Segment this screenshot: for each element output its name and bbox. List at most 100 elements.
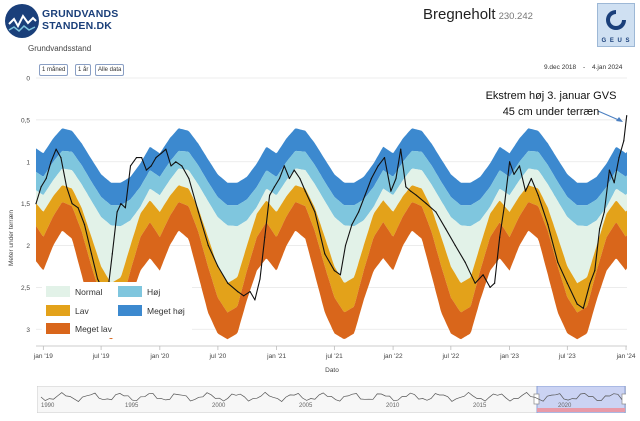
series-point	[582, 307, 584, 309]
y-tick-label: 1	[26, 159, 30, 166]
series-group	[35, 115, 628, 309]
series-point	[217, 265, 219, 267]
series-point	[566, 282, 568, 284]
series-point	[283, 165, 285, 167]
navigator-year-label: 2020	[558, 403, 572, 409]
range-button-1-year[interactable]: 1 år	[75, 64, 92, 76]
legend-swatch-lav	[46, 305, 70, 316]
band-meget-lav	[36, 202, 627, 340]
grundvandsstanden-logo[interactable]: GRUNDVANDS STANDEN.DK	[0, 0, 118, 42]
series-point	[150, 165, 152, 167]
navigator-year-label: 1990	[41, 403, 55, 409]
section-label: Grundvandsstand	[28, 44, 92, 53]
annotation-arrowhead-icon	[616, 117, 623, 122]
x-tick-label: jan '20	[149, 353, 169, 360]
series-point	[111, 253, 113, 255]
series-point	[594, 270, 596, 272]
extreme-annotation: Ekstrem høj 3. januar GVS 45 cm under te…	[476, 88, 626, 120]
y-tick-label: 2,5	[21, 285, 30, 292]
legend-label-lav: Lav	[75, 305, 89, 316]
series-point	[120, 203, 122, 205]
series-point	[557, 261, 559, 263]
series-point	[299, 177, 301, 180]
series-point	[499, 236, 501, 238]
series-point	[264, 236, 266, 238]
geus-emblem-icon	[606, 10, 626, 30]
series-point	[415, 194, 417, 196]
navigator-background	[37, 386, 626, 413]
band-meget-hoej	[36, 128, 627, 206]
y-tick-label: 0,5	[21, 117, 30, 124]
series-point	[383, 157, 386, 159]
series-point	[60, 157, 62, 159]
series-point	[175, 161, 177, 163]
series-point	[395, 177, 397, 180]
series-point	[55, 148, 57, 150]
navigator-year-label: 2000	[212, 403, 226, 409]
y-tick-label: 2	[26, 243, 30, 250]
series-point	[71, 203, 73, 205]
series-point	[599, 228, 601, 230]
band-hoej	[36, 150, 627, 227]
range-button-1-month[interactable]: 1 måned	[39, 64, 69, 76]
legend-item-hoej[interactable]: Høj	[118, 286, 160, 297]
series-point	[124, 207, 126, 209]
x-tick-label: jul '23	[558, 353, 576, 360]
series-point	[40, 186, 42, 188]
date-from[interactable]: 9.dec 2018	[544, 64, 577, 71]
series-point	[273, 186, 275, 188]
y-tick-label: 3	[26, 327, 30, 334]
x-tick-label: jan '24	[616, 353, 636, 360]
series-point	[524, 190, 527, 192]
date-to[interactable]: 4.jan 2024	[591, 64, 623, 71]
series-point	[304, 190, 306, 192]
legend-swatch-meget-hoej	[118, 305, 142, 316]
series-point	[165, 148, 167, 150]
x-tick-label: jan '22	[383, 353, 403, 360]
navigator-year-label: 2005	[299, 403, 313, 409]
legend-item-lav[interactable]: Lav	[46, 305, 89, 316]
series-point	[141, 157, 143, 159]
series-point	[589, 282, 591, 284]
series-point	[135, 157, 138, 159]
navigator-selection-bar[interactable]	[537, 408, 625, 412]
series-point	[454, 244, 456, 247]
y-tick-label: 0	[26, 76, 30, 83]
navigator-series	[40, 391, 623, 402]
navigator[interactable]: 1990 1995 2000 2005 2010 2015 2020	[37, 386, 626, 413]
series-point	[435, 211, 437, 213]
series-point	[188, 177, 190, 180]
series-point	[339, 274, 341, 276]
series-point	[243, 295, 245, 297]
legend-item-meget-lav[interactable]: Meget lav	[46, 323, 112, 334]
date-range[interactable]: 9.dec 2018 - 4.jan 2024	[544, 64, 622, 71]
series-point	[249, 291, 251, 293]
legend-swatch-normal	[46, 286, 70, 297]
series-point	[489, 286, 491, 288]
series-point	[518, 165, 521, 167]
series-point	[613, 182, 615, 184]
navigator-right-handle[interactable]	[621, 393, 626, 405]
band-normal	[36, 168, 627, 284]
series-point	[237, 291, 239, 293]
range-button-all-data[interactable]: Alle data	[95, 64, 125, 76]
series-point	[530, 177, 532, 180]
series-point	[254, 299, 256, 301]
logo-text-line2: STANDEN.DK	[42, 20, 113, 32]
y-tick-label: 1,5	[21, 201, 30, 208]
series-point	[116, 211, 118, 213]
series-point	[576, 303, 578, 305]
series-point	[377, 165, 379, 167]
series-point	[90, 253, 93, 255]
series-line-groundwater[interactable]	[35, 115, 628, 309]
series-point	[45, 177, 47, 180]
legend-item-meget-hoej[interactable]: Meget høj	[118, 305, 185, 316]
date-separator: -	[582, 64, 586, 71]
series-point	[155, 157, 157, 159]
series-point	[97, 278, 99, 280]
legend-item-normal[interactable]: Normal	[46, 286, 102, 297]
legend-swatch-hoej	[118, 286, 142, 297]
legend-swatch-meget-lav	[46, 323, 70, 334]
station-id: 230.242	[498, 11, 533, 22]
